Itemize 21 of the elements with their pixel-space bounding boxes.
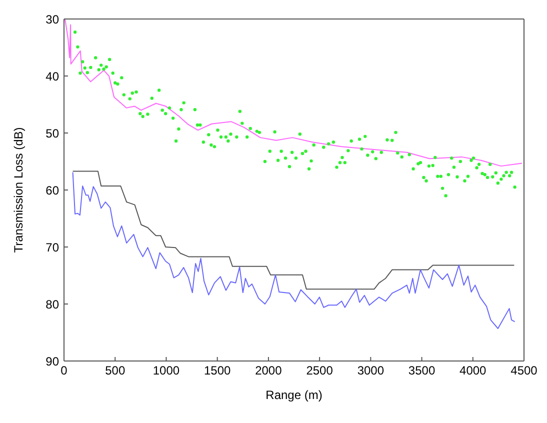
y-tick-label: 40 (46, 69, 60, 84)
x-axis-title: Range (m) (266, 388, 322, 402)
x-tick-label: 0 (60, 364, 68, 378)
y-tick-label: 50 (46, 126, 60, 140)
x-tick-label: 4500 (510, 364, 538, 378)
y-tick-label: 70 (46, 240, 60, 254)
x-tick-label: 1000 (152, 364, 180, 378)
line-series (72, 172, 516, 330)
y-tick-label: 90 (46, 354, 60, 368)
x-tick-label: 4000 (460, 364, 487, 378)
x-tick-label: 2500 (306, 364, 334, 378)
y-tick-label: 80 (46, 297, 60, 312)
x-tick-label: 500 (105, 364, 126, 378)
y-axis-title: Transmission Loss (dB) (11, 127, 26, 253)
y-tick-label: 30 (46, 12, 60, 26)
y-tick-label: 60 (46, 183, 60, 198)
x-tick-label: 3500 (408, 364, 436, 378)
x-tick-label: 2000 (255, 364, 282, 378)
x-tick-label: 1500 (204, 364, 232, 378)
x-tick-label: 3000 (357, 364, 384, 378)
line-series (72, 170, 515, 290)
